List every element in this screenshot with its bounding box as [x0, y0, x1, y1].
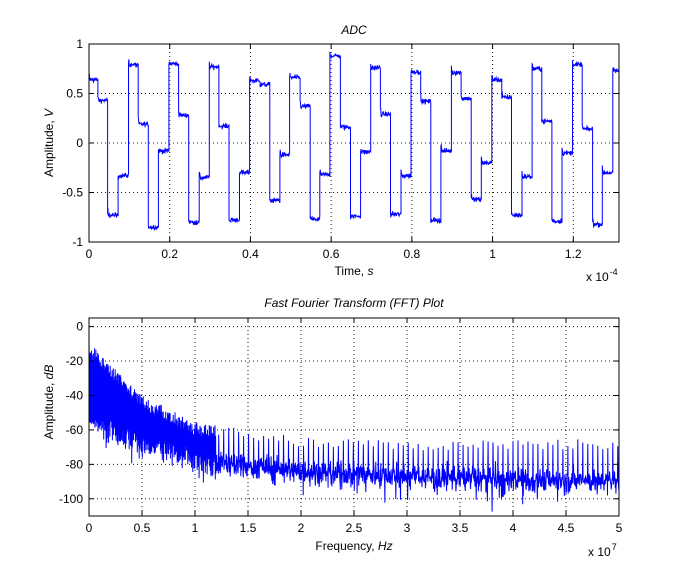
fft-x-tick-label: 0.5 [134, 521, 151, 535]
fft-y-tick-label: -100 [59, 492, 83, 506]
fft-x-tick-label: 3.5 [452, 521, 469, 535]
fft-x-tick-labels: 0 0.5 1 1.5 2 2.5 3 3.5 4 4.5 5 [86, 521, 623, 535]
adc-y-tick-label: 0 [76, 136, 83, 150]
fft-x-scale-multiplier: x 107 [588, 542, 617, 559]
adc-x-tick-label: 0.6 [323, 247, 340, 261]
fft-x-tick-label: 5 [616, 521, 623, 535]
fft-ticks [88, 318, 620, 516]
fft-y-axis-label: Amplitude, dB [42, 365, 56, 440]
fft-y-tick-labels: -100 -80 -60 -40 -20 0 [59, 320, 83, 506]
fft-x-tick-label: 0 [86, 521, 93, 535]
fft-trace-group [88, 326, 620, 512]
fft-y-tick-label: -40 [66, 388, 84, 402]
adc-x-tick-labels: 0 0.2 0.4 0.6 0.8 1 1.2 [86, 247, 582, 261]
fft-x-tick-label: 2.5 [346, 521, 363, 535]
fft-x-tick-label: 1.5 [240, 521, 257, 535]
adc-x-scale-multiplier: x 10-4 [586, 267, 618, 284]
adc-y-tick-label: -0.5 [62, 186, 83, 200]
fft-trace-line [88, 326, 620, 512]
adc-x-tick-label: 0.2 [161, 247, 178, 261]
fft-x-tick-label: 3 [404, 521, 411, 535]
fft-x-axis-label: Frequency, Hz [315, 539, 392, 553]
fft-x-tick-label: 1 [192, 521, 199, 535]
adc-x-tick-label: 1 [489, 247, 496, 261]
adc-y-tick-labels: -1 -0.5 0 0.5 1 [62, 37, 83, 249]
adc-title: ADC [340, 23, 367, 37]
adc-x-tick-label: 1.2 [565, 247, 582, 261]
fft-y-tick-label: -20 [66, 354, 84, 368]
adc-y-tick-label: 1 [76, 37, 83, 51]
adc-y-axis-label: Amplitude, V [42, 108, 56, 177]
fft-x-tick-label: 4.5 [558, 521, 575, 535]
adc-x-tick-label: 0.8 [404, 247, 421, 261]
fft-x-tick-label: 4 [510, 521, 517, 535]
adc-x-tick-label: 0.4 [242, 247, 259, 261]
adc-x-tick-label: 0 [86, 247, 93, 261]
fft-y-tick-label: 0 [76, 320, 83, 334]
fft-title: Fast Fourier Transform (FFT) Plot [264, 296, 444, 310]
adc-trace-line [88, 51, 620, 231]
adc-x-axis-label: Time, s [335, 264, 374, 278]
fft-plot: Fast Fourier Transform (FFT) Plot 0 0.5 1 1… [42, 296, 623, 559]
adc-trace-group [88, 51, 620, 231]
fft-x-tick-label: 2 [298, 521, 305, 535]
fft-y-tick-label: -60 [66, 423, 84, 437]
adc-y-tick-label: -1 [72, 235, 83, 249]
adc-plot: ADC 0 0.2 0.4 0.6 0.8 1 1.2 -1 -0.5 0 0.5 1 Time, … [42, 23, 620, 284]
adc-y-tick-label: 0.5 [66, 87, 83, 101]
fft-y-tick-label: -80 [66, 457, 84, 471]
adc-ticks [88, 43, 619, 243]
